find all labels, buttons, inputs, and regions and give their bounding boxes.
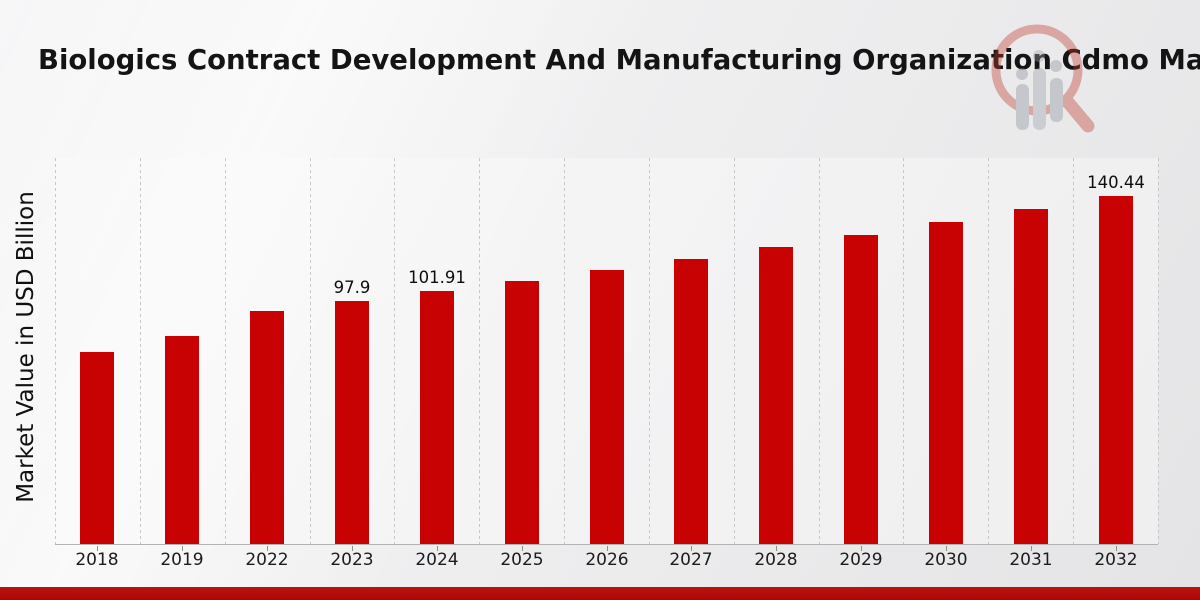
x-tick-label-2018: 2018: [75, 550, 119, 570]
x-tick-label-2025: 2025: [500, 550, 544, 570]
magnifier-bar-chart-logo-icon: [991, 24, 1095, 133]
bar-2029: [844, 235, 878, 544]
bar-2023: [335, 301, 369, 544]
x-tick-label-2019: 2019: [160, 550, 204, 570]
bar-2027: [674, 259, 708, 544]
x-tick-label-2028: 2028: [754, 550, 798, 570]
plot-area: 97.9 101.91 140.44: [55, 158, 1159, 551]
gridline: [55, 158, 56, 544]
x-tick-mark: [437, 546, 438, 551]
x-tick-label-2026: 2026: [585, 550, 629, 570]
gridline: [1073, 158, 1074, 544]
gridline: [1158, 158, 1159, 544]
x-tick-mark: [1031, 546, 1032, 551]
bar-2024: [420, 291, 454, 544]
x-tick-mark: [861, 546, 862, 551]
x-tick-label-2027: 2027: [669, 550, 713, 570]
gridline: [564, 158, 565, 544]
bar-2032: [1099, 196, 1133, 544]
bar-2018: [80, 352, 114, 544]
gridline: [394, 158, 395, 544]
bar-value-label-2023: 97.9: [333, 278, 371, 297]
x-tick-mark: [182, 546, 183, 551]
bar-2028: [759, 247, 793, 544]
footer-accent-bar: [0, 587, 1200, 600]
gridline: [140, 158, 141, 544]
x-tick-mark: [97, 546, 98, 551]
x-tick-label-2031: 2031: [1009, 550, 1053, 570]
x-tick-mark: [607, 546, 608, 551]
bar-2031: [1014, 209, 1048, 544]
bar-value-label-2032: 140.44: [1087, 173, 1145, 192]
gridline: [819, 158, 820, 544]
x-tick-label-2032: 2032: [1094, 550, 1138, 570]
bar-value-label-2024: 101.91: [408, 268, 466, 287]
y-axis-label: Market Value in USD Billion: [13, 191, 39, 503]
x-tick-mark: [776, 546, 777, 551]
x-tick-mark: [946, 546, 947, 551]
gridline: [903, 158, 904, 544]
gridline: [734, 158, 735, 544]
gridline: [988, 158, 989, 544]
x-tick-mark: [1116, 546, 1117, 551]
bar-2019: [165, 336, 199, 544]
bar-2030: [929, 222, 963, 544]
x-tick-mark: [352, 546, 353, 551]
x-tick-label-2030: 2030: [924, 550, 968, 570]
bar-2022: [250, 311, 284, 544]
bar-2025: [505, 281, 539, 544]
gridline: [649, 158, 650, 544]
bar-2026: [590, 270, 624, 544]
gridline: [479, 158, 480, 544]
x-tick-mark: [522, 546, 523, 551]
x-tick-label-2023: 2023: [330, 550, 374, 570]
gridline: [225, 158, 226, 544]
x-tick-label-2024: 2024: [415, 550, 459, 570]
x-tick-label-2029: 2029: [839, 550, 883, 570]
x-tick-mark: [267, 546, 268, 551]
x-tick-label-2022: 2022: [245, 550, 289, 570]
gridline: [310, 158, 311, 544]
chart-title: Biologics Contract Development And Manuf…: [38, 44, 1200, 76]
x-tick-mark: [691, 546, 692, 551]
